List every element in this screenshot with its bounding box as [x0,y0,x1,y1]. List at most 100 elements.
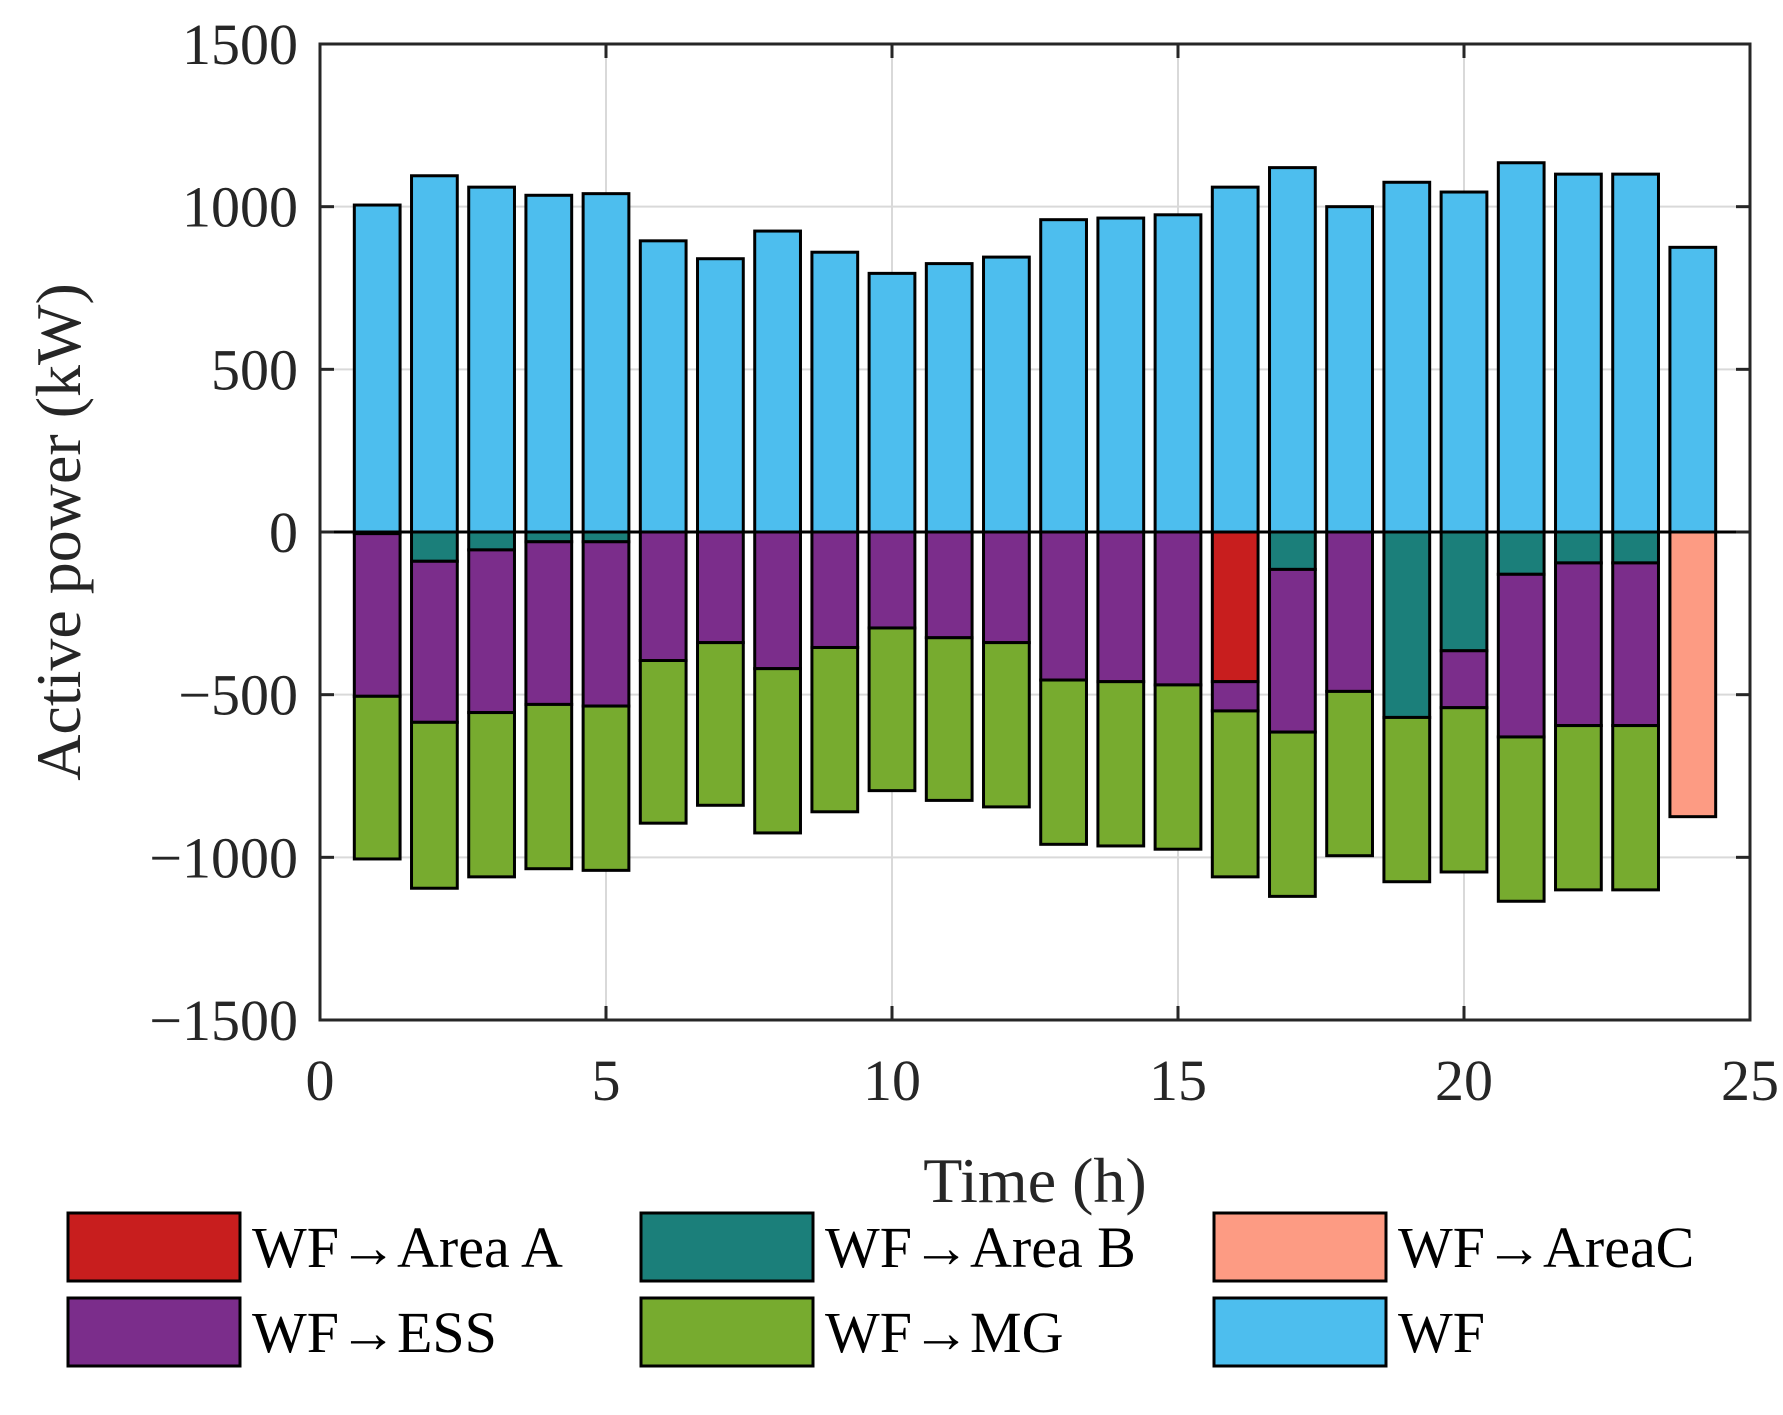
bar-segment [867,530,917,630]
bar-segment [982,641,1031,809]
legend-label: WF [1398,1300,1485,1365]
bar-segment [1554,172,1603,534]
x-tick-label: 20 [1435,1048,1493,1113]
bar-segment [638,659,688,825]
bar-segment [1268,530,1317,571]
bar-segment [924,636,974,802]
bar-segment [410,530,459,563]
bar-segment [1153,213,1203,534]
y-tick-label: 1500 [182,12,298,77]
bar-segment [1210,185,1260,534]
bar-segment [1382,715,1432,884]
bar-segment [753,667,802,835]
x-tick-label: 10 [863,1048,921,1113]
bar-segment [1611,530,1660,565]
bar-segment [410,720,459,890]
bar-segment [1668,530,1718,819]
y-tick-labels: 1500 1000 500 0 −500 −1000 −1500 [149,12,298,1053]
bar-segment [696,257,745,534]
bar-segment [1496,530,1546,576]
bar-segment [1439,530,1489,653]
bar-segment [924,530,974,640]
bar-segment [467,711,516,879]
bar-segment [1496,572,1546,739]
bar-segment [810,645,860,814]
bar-segment [1611,561,1660,728]
bar-segment [638,530,688,663]
bar-segment [1039,678,1088,846]
x-tick-label: 5 [592,1048,621,1113]
bar-segment [581,192,631,534]
legend: WF→Area A WF→Area B WF→AreaC WF→ESS WF→MG WF [66,1211,1694,1368]
bar-segment [982,255,1031,534]
bar-segment [1096,530,1146,684]
bar-segment [1325,205,1374,534]
bar-segment [1554,561,1603,728]
legend-swatch [639,1296,815,1368]
legend-label: WF→Area A [252,1215,563,1280]
bar-segment [352,694,402,861]
bar-segment [1382,180,1432,534]
axis-ticks [318,42,1752,1022]
bar-segment [410,174,459,534]
legend-swatch [66,1211,242,1283]
bar-segment [1039,218,1088,534]
legend-label: WF→Area B [825,1215,1136,1280]
y-tick-label: 500 [211,337,298,402]
bar-segment [1668,245,1718,534]
bar-segment [753,229,802,534]
bar-segment [1268,166,1317,534]
bar-segment [410,559,459,724]
bar-segment [467,548,516,715]
bar-segment [867,271,917,534]
x-tick-label: 25 [1721,1048,1779,1113]
bar-segment [1439,190,1489,534]
bar-segment [352,203,402,534]
legend-swatch [66,1296,242,1368]
legend-swatch [1212,1211,1388,1283]
bar-segment [1096,680,1146,848]
bar-segment [638,239,688,534]
bar-segment [1325,689,1374,858]
y-axis-title: Active power (kW) [23,283,94,781]
legend-label: WF→ESS [252,1300,497,1365]
bar-segment [581,704,631,872]
bar-segment [1268,730,1317,898]
x-axis-title: Time (h) [923,1145,1146,1216]
bar-segment [1496,161,1546,534]
x-tick-label: 15 [1149,1048,1207,1113]
bar-segment [1496,735,1546,903]
bar-segment [524,540,574,706]
legend-label: WF→MG [825,1300,1063,1365]
bar-segment [1611,724,1660,892]
legend-swatch [1212,1296,1388,1368]
bar-segment [753,530,802,671]
bar-segment [1554,724,1603,892]
bar-segment [581,540,631,708]
y-tick-label: 1000 [182,175,298,240]
bar-segment [810,530,860,649]
bar-segment [867,626,917,793]
bar-segment [1210,709,1260,879]
bar-segment [982,530,1031,645]
bar-segment [1039,530,1088,682]
bar-segment [1096,216,1146,534]
bar-segment [352,532,402,698]
bar-segment [1382,530,1432,719]
legend-label: WF→AreaC [1398,1215,1694,1280]
x-tick-labels: 0 5 10 15 20 25 [306,1048,1780,1113]
bar-segment [1210,680,1260,713]
bar-segment [1439,649,1489,710]
bar-segment [524,193,574,534]
bar-segment [467,530,516,552]
bar-segment [696,641,745,807]
bar-segment [1153,683,1203,851]
bar-segment [1439,706,1489,874]
bar-segment [467,185,516,534]
y-tick-label: −500 [178,663,298,728]
y-tick-label: 0 [269,500,298,565]
bar-segment [1325,530,1374,693]
bar-segment [1210,530,1260,684]
bar-segment [1554,530,1603,565]
bar-segment [1268,567,1317,734]
